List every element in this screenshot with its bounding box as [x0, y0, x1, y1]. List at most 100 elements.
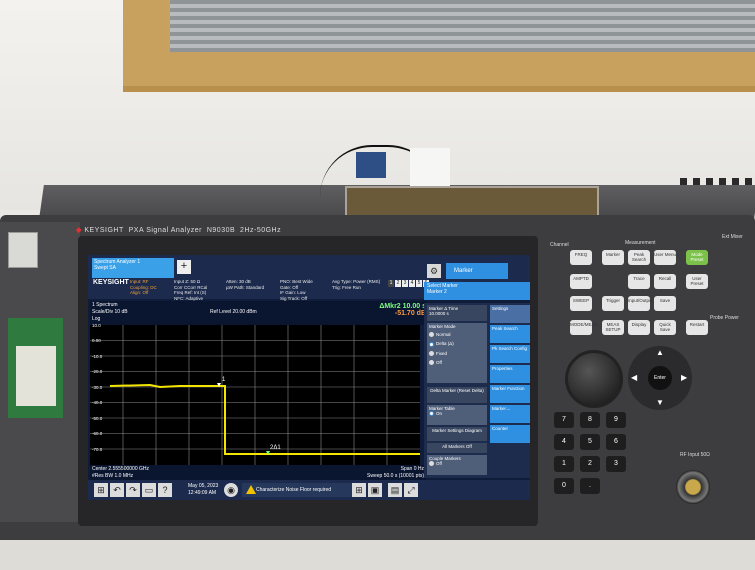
- marker-control-panel: Marker Δ Time 10.0000 s Marker Mode Norma…: [424, 303, 530, 478]
- probe-power-label: Probe Power: [710, 315, 739, 321]
- y-tick: -60.0: [92, 431, 103, 436]
- tab-marker-to[interactable]: Marker→: [490, 405, 530, 423]
- key-5[interactable]: 5: [580, 434, 600, 450]
- layout-icon[interactable]: ▣: [368, 483, 382, 497]
- save-key[interactable]: Save: [654, 296, 676, 311]
- trace-4[interactable]: 4: [409, 280, 415, 287]
- analyzer-screen: Spectrum Analyzer 1 Swept SA + KEYSIGHT …: [88, 255, 530, 500]
- radio-icon: [429, 332, 434, 338]
- key-8[interactable]: 8: [580, 412, 600, 428]
- key-7[interactable]: 7: [554, 412, 574, 428]
- tab-marker-function[interactable]: Marker Function: [490, 385, 530, 403]
- mode-off[interactable]: Off: [429, 360, 485, 366]
- window-blind: [170, 0, 755, 52]
- file-icon[interactable]: ▭: [142, 483, 156, 497]
- marker-delta-time[interactable]: Marker Δ Time 10.0000 s: [427, 305, 487, 321]
- redo-icon[interactable]: ↷: [126, 483, 140, 497]
- key-dot[interactable]: .: [580, 478, 600, 494]
- tab-spectrum-analyzer[interactable]: Spectrum Analyzer 1 Swept SA: [92, 258, 174, 278]
- mode-preset-key[interactable]: Mode Preset: [686, 250, 708, 265]
- trace-3[interactable]: 3: [402, 280, 408, 287]
- camera-icon[interactable]: ▤: [388, 483, 402, 497]
- marker-mode-label: Marker Mode: [429, 324, 456, 329]
- radio-icon: [429, 350, 434, 356]
- sweep-key[interactable]: SWEEP: [570, 296, 592, 311]
- channel-label: Channel: [550, 242, 569, 248]
- meas-setup-key[interactable]: MEAS SETUP: [602, 320, 624, 335]
- peak-search-key[interactable]: Peak Search: [628, 250, 650, 265]
- help-icon[interactable]: ?: [158, 483, 172, 497]
- delta-marker-button[interactable]: Delta Marker (Reset Delta): [427, 387, 487, 403]
- y-tick: -10.0: [92, 354, 103, 359]
- tab-properties[interactable]: Properties: [490, 365, 530, 383]
- key-4[interactable]: 4: [554, 434, 574, 450]
- fullscreen-icon[interactable]: ⤢: [404, 483, 418, 497]
- y-tick: -50.0: [92, 416, 103, 421]
- spectrum-plot[interactable]: 1 2Δ1 10.0 0.00 -10.0 -20.0 -30.0 -40.0 …: [90, 323, 420, 465]
- restart-key[interactable]: Restart: [686, 320, 708, 335]
- trigger-key[interactable]: Trigger: [602, 296, 624, 311]
- add-screen-button[interactable]: +: [177, 260, 191, 274]
- key-1[interactable]: 1: [554, 456, 574, 472]
- mode-fixed[interactable]: Fixed: [429, 351, 485, 356]
- grid-icon[interactable]: ⊞: [352, 483, 366, 497]
- arrow-right-icon[interactable]: ▶: [681, 373, 688, 382]
- tab-settings[interactable]: Settings: [490, 305, 530, 323]
- input-settings-info: Input Z: 50 Ω Corr CCorr RCal Freq Ref: In…: [174, 279, 208, 301]
- windows-start-icon[interactable]: ⊞: [94, 483, 108, 497]
- scale-div: Scale/Div 10 dB: [92, 309, 128, 315]
- display-key[interactable]: Display: [628, 320, 650, 335]
- freq-key[interactable]: FREQ: [570, 250, 592, 265]
- marker-settings-diagram-button[interactable]: Marker Settings Diagram: [427, 427, 487, 441]
- arrow-left-icon[interactable]: ◀: [631, 373, 638, 382]
- tab-pk-search-config[interactable]: Pk Search Config: [490, 345, 530, 363]
- key-0[interactable]: 0: [554, 478, 574, 494]
- marker-1-icon: [217, 383, 221, 387]
- mode-delta[interactable]: Delta (Δ): [429, 341, 485, 347]
- mode-normal[interactable]: Normal: [429, 332, 485, 338]
- trace-1[interactable]: 1: [388, 280, 394, 287]
- key-2[interactable]: 2: [580, 456, 600, 472]
- undo-icon[interactable]: ↶: [110, 483, 124, 497]
- rf-input-label: RF Input 50Ω: [680, 452, 710, 458]
- trace-key[interactable]: Trace: [628, 274, 650, 289]
- enter-key[interactable]: Enter: [648, 366, 672, 390]
- trace-5[interactable]: 5: [416, 280, 422, 287]
- user-preset-key[interactable]: User Preset: [686, 274, 708, 289]
- key-6[interactable]: 6: [606, 434, 626, 450]
- arrow-up-icon[interactable]: ▲: [656, 348, 664, 357]
- front-keypad: Channel Measurement Ext Mixer Probe Powe…: [540, 230, 755, 520]
- trace-2[interactable]: 2: [395, 280, 401, 287]
- select-marker-value: Marker 2: [427, 289, 447, 295]
- rf-input-connector: [676, 470, 710, 504]
- marker-menu-button[interactable]: Marker: [446, 263, 508, 279]
- avg-info: Avg Type: Power (RMS) Trig: Free Run: [332, 279, 381, 290]
- amptd-key[interactable]: AMPTD: [570, 274, 592, 289]
- sweep-time: Sweep 50.0 s (10001 pts): [367, 473, 424, 479]
- y-tick: 0.00: [92, 338, 101, 343]
- key-3[interactable]: 3: [606, 456, 626, 472]
- settings-gear-icon[interactable]: ⚙: [427, 264, 441, 278]
- marker-2-label: 2Δ1: [270, 445, 281, 451]
- rotary-knob[interactable]: [565, 350, 623, 408]
- marker-2-icon: [266, 451, 270, 455]
- arrow-down-icon[interactable]: ▼: [656, 398, 664, 407]
- recall-key[interactable]: Recall: [654, 274, 676, 289]
- tab-counter[interactable]: Counter: [490, 425, 530, 443]
- marker-key[interactable]: Marker: [602, 250, 624, 265]
- measurement-label: Measurement: [625, 240, 656, 246]
- mode-meas-key[interactable]: MODE/MEAS: [570, 320, 598, 335]
- marker-table-toggle[interactable]: Marker Table On: [427, 405, 487, 425]
- tab-peak-search[interactable]: Peak Search: [490, 325, 530, 343]
- alert-message[interactable]: Characterize Noise Floor required: [242, 483, 362, 497]
- couple-markers-toggle[interactable]: Couple Markers Off: [427, 455, 487, 475]
- radio-icon: [429, 360, 434, 366]
- input-output-key[interactable]: Input/Output: [628, 296, 653, 311]
- chat-icon[interactable]: ◉: [224, 483, 238, 497]
- key-9[interactable]: 9: [606, 412, 626, 428]
- calibration-sticker: [8, 232, 38, 268]
- user-menu-key[interactable]: User Menu: [654, 250, 676, 265]
- all-markers-off-button[interactable]: All Markers Off: [427, 443, 487, 453]
- quick-save-key[interactable]: Quick Save: [654, 320, 676, 335]
- select-marker-dropdown[interactable]: Select Marker Marker 2: [424, 282, 530, 300]
